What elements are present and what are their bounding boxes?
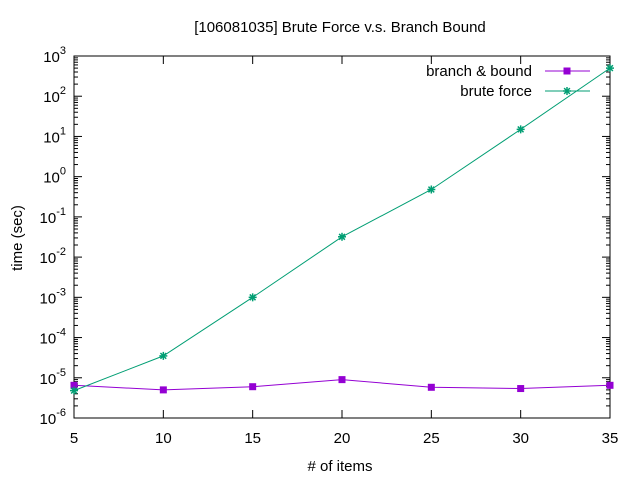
x-tick-label: 5: [70, 430, 78, 447]
data-point-brute-force: [606, 64, 614, 73]
legend-label-brute-force: brute force: [460, 83, 532, 100]
data-point-brute-force: [338, 232, 346, 241]
y-tick-label: 10-6: [40, 407, 66, 428]
y-tick-label: 103: [43, 45, 66, 66]
y-axis-label: time (sec): [9, 205, 26, 271]
series-branch-bound: [70, 376, 614, 394]
y-tick-label: 10-3: [40, 286, 66, 307]
x-tick-label: 15: [244, 430, 261, 447]
x-axis-label: # of items: [307, 458, 372, 475]
y-tick-label: 10-5: [40, 367, 66, 388]
legend-marker-branch-bound: [563, 67, 571, 75]
y-tick-label: 10-1: [40, 206, 66, 227]
series-layer: [70, 64, 614, 395]
y-tick-label: 100: [43, 166, 66, 187]
data-point-branch-bound: [606, 381, 614, 389]
series-line-brute-force: [73, 67, 611, 392]
legend-label-branch-bound: branch & bound: [426, 63, 532, 80]
legend: branch & bound brute force: [426, 63, 590, 100]
x-tick-label: 30: [512, 430, 529, 447]
data-point-brute-force: [516, 125, 525, 134]
y-tick-label: 102: [43, 85, 66, 106]
series-brute-force: [70, 64, 614, 395]
data-point-branch-bound: [70, 381, 78, 389]
y-tick-label: 10-2: [40, 246, 66, 267]
data-point-brute-force: [427, 185, 436, 194]
data-point-brute-force: [248, 293, 257, 302]
y-axis-ticks: 10-6 10-5 10-4 10-3 10-2 10-1 100 101 102 103: [40, 45, 610, 428]
legend-marker-brute-force: [563, 87, 571, 95]
data-point-brute-force: [70, 386, 78, 395]
x-axis-ticks: 5 10 15 20 25 30 35: [70, 56, 619, 447]
x-tick-label: 10: [155, 430, 172, 447]
y-tick-label: 10-4: [40, 327, 66, 348]
data-point-branch-bound: [249, 383, 257, 391]
data-point-branch-bound: [517, 385, 525, 393]
data-point-branch-bound: [338, 376, 346, 384]
data-point-branch-bound: [427, 383, 435, 391]
chart-title: [106081035] Brute Force v.s. Branch Boun…: [194, 19, 486, 36]
data-point-brute-force: [159, 351, 168, 360]
x-tick-label: 25: [423, 430, 440, 447]
data-point-branch-bound: [159, 386, 167, 394]
y-tick-label: 101: [43, 125, 66, 146]
x-tick-label: 20: [334, 430, 351, 447]
x-tick-label: 35: [602, 430, 619, 447]
